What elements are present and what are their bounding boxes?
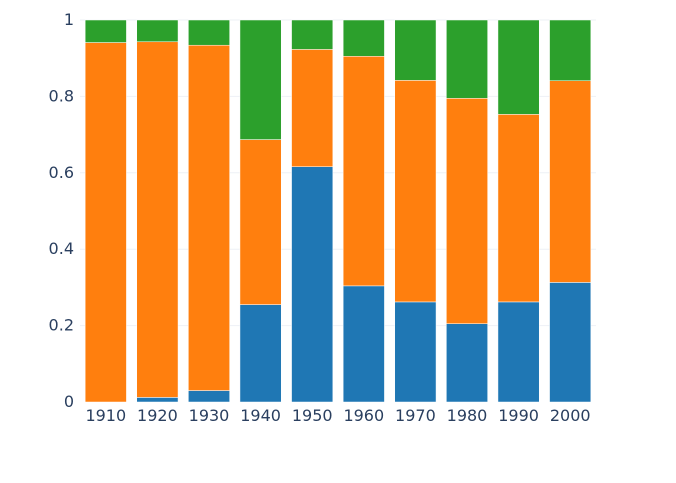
bar-segment-1940-series-2	[239, 139, 282, 305]
x-tick-label: 1910	[85, 406, 126, 425]
bar-segment-1990-series-1	[497, 301, 540, 403]
y-tick-label: 0.4	[49, 239, 74, 258]
bar-segment-1980-series-2	[446, 98, 488, 324]
bar-segment-1930-series-3	[188, 19, 230, 46]
bar-segment-2000-series-1	[549, 282, 592, 403]
bar-segment-1920-series-1	[136, 397, 179, 403]
bar-segment-1960-series-2	[342, 56, 385, 287]
bar-segment-1940-series-1	[239, 304, 282, 403]
x-tick-label: 1990	[498, 406, 539, 425]
y-tick-label: 1	[64, 10, 74, 29]
x-tick-label: 1950	[292, 406, 333, 425]
y-axis: 0 0.2 0.4 0.6 0.8 1	[49, 10, 74, 411]
bars-layer	[84, 19, 592, 403]
x-tick-label: 1980	[447, 406, 488, 425]
x-tick-label: 1930	[189, 406, 230, 425]
bar-segment-1910-series-3	[84, 19, 127, 43]
bar-segment-1990-series-2	[497, 114, 540, 303]
bar-segment-1920-series-3	[136, 19, 179, 43]
bar-segment-1950-series-1	[291, 166, 334, 403]
bar-segment-1940-series-3	[239, 19, 282, 140]
bar-segment-1970-series-1	[394, 301, 437, 403]
x-tick-label: 1960	[343, 406, 384, 425]
x-tick-label: 1940	[240, 406, 281, 425]
x-tick-label: 2000	[550, 406, 591, 425]
y-tick-label: 0	[64, 392, 74, 411]
y-tick-label: 0.8	[49, 86, 74, 105]
bar-segment-2000-series-2	[549, 80, 592, 283]
bar-segment-1930-series-1	[188, 390, 230, 403]
bar-segment-1980-series-1	[446, 323, 488, 403]
y-tick-label: 0.6	[49, 163, 74, 182]
bar-segment-1980-series-3	[446, 19, 488, 99]
bar-segment-1960-series-1	[342, 285, 385, 403]
bar-segment-1910-series-2	[84, 42, 127, 403]
x-tick-label: 1970	[395, 406, 436, 425]
bar-segment-1990-series-3	[497, 19, 540, 115]
bar-segment-1970-series-2	[394, 80, 437, 303]
x-tick-label: 1920	[137, 406, 178, 425]
bar-segment-1920-series-2	[136, 41, 179, 398]
bar-segment-1960-series-3	[342, 19, 385, 57]
bar-segment-1950-series-3	[291, 19, 334, 50]
y-tick-label: 0.2	[49, 316, 74, 335]
bar-segment-2000-series-3	[549, 19, 592, 81]
bar-segment-1930-series-2	[188, 44, 230, 391]
bar-segment-1950-series-2	[291, 49, 334, 167]
x-axis: 1910 1920 1930 1940 1950 1960 1970 1980 1990 2000	[85, 406, 590, 425]
bar-segment-1970-series-3	[394, 19, 437, 81]
